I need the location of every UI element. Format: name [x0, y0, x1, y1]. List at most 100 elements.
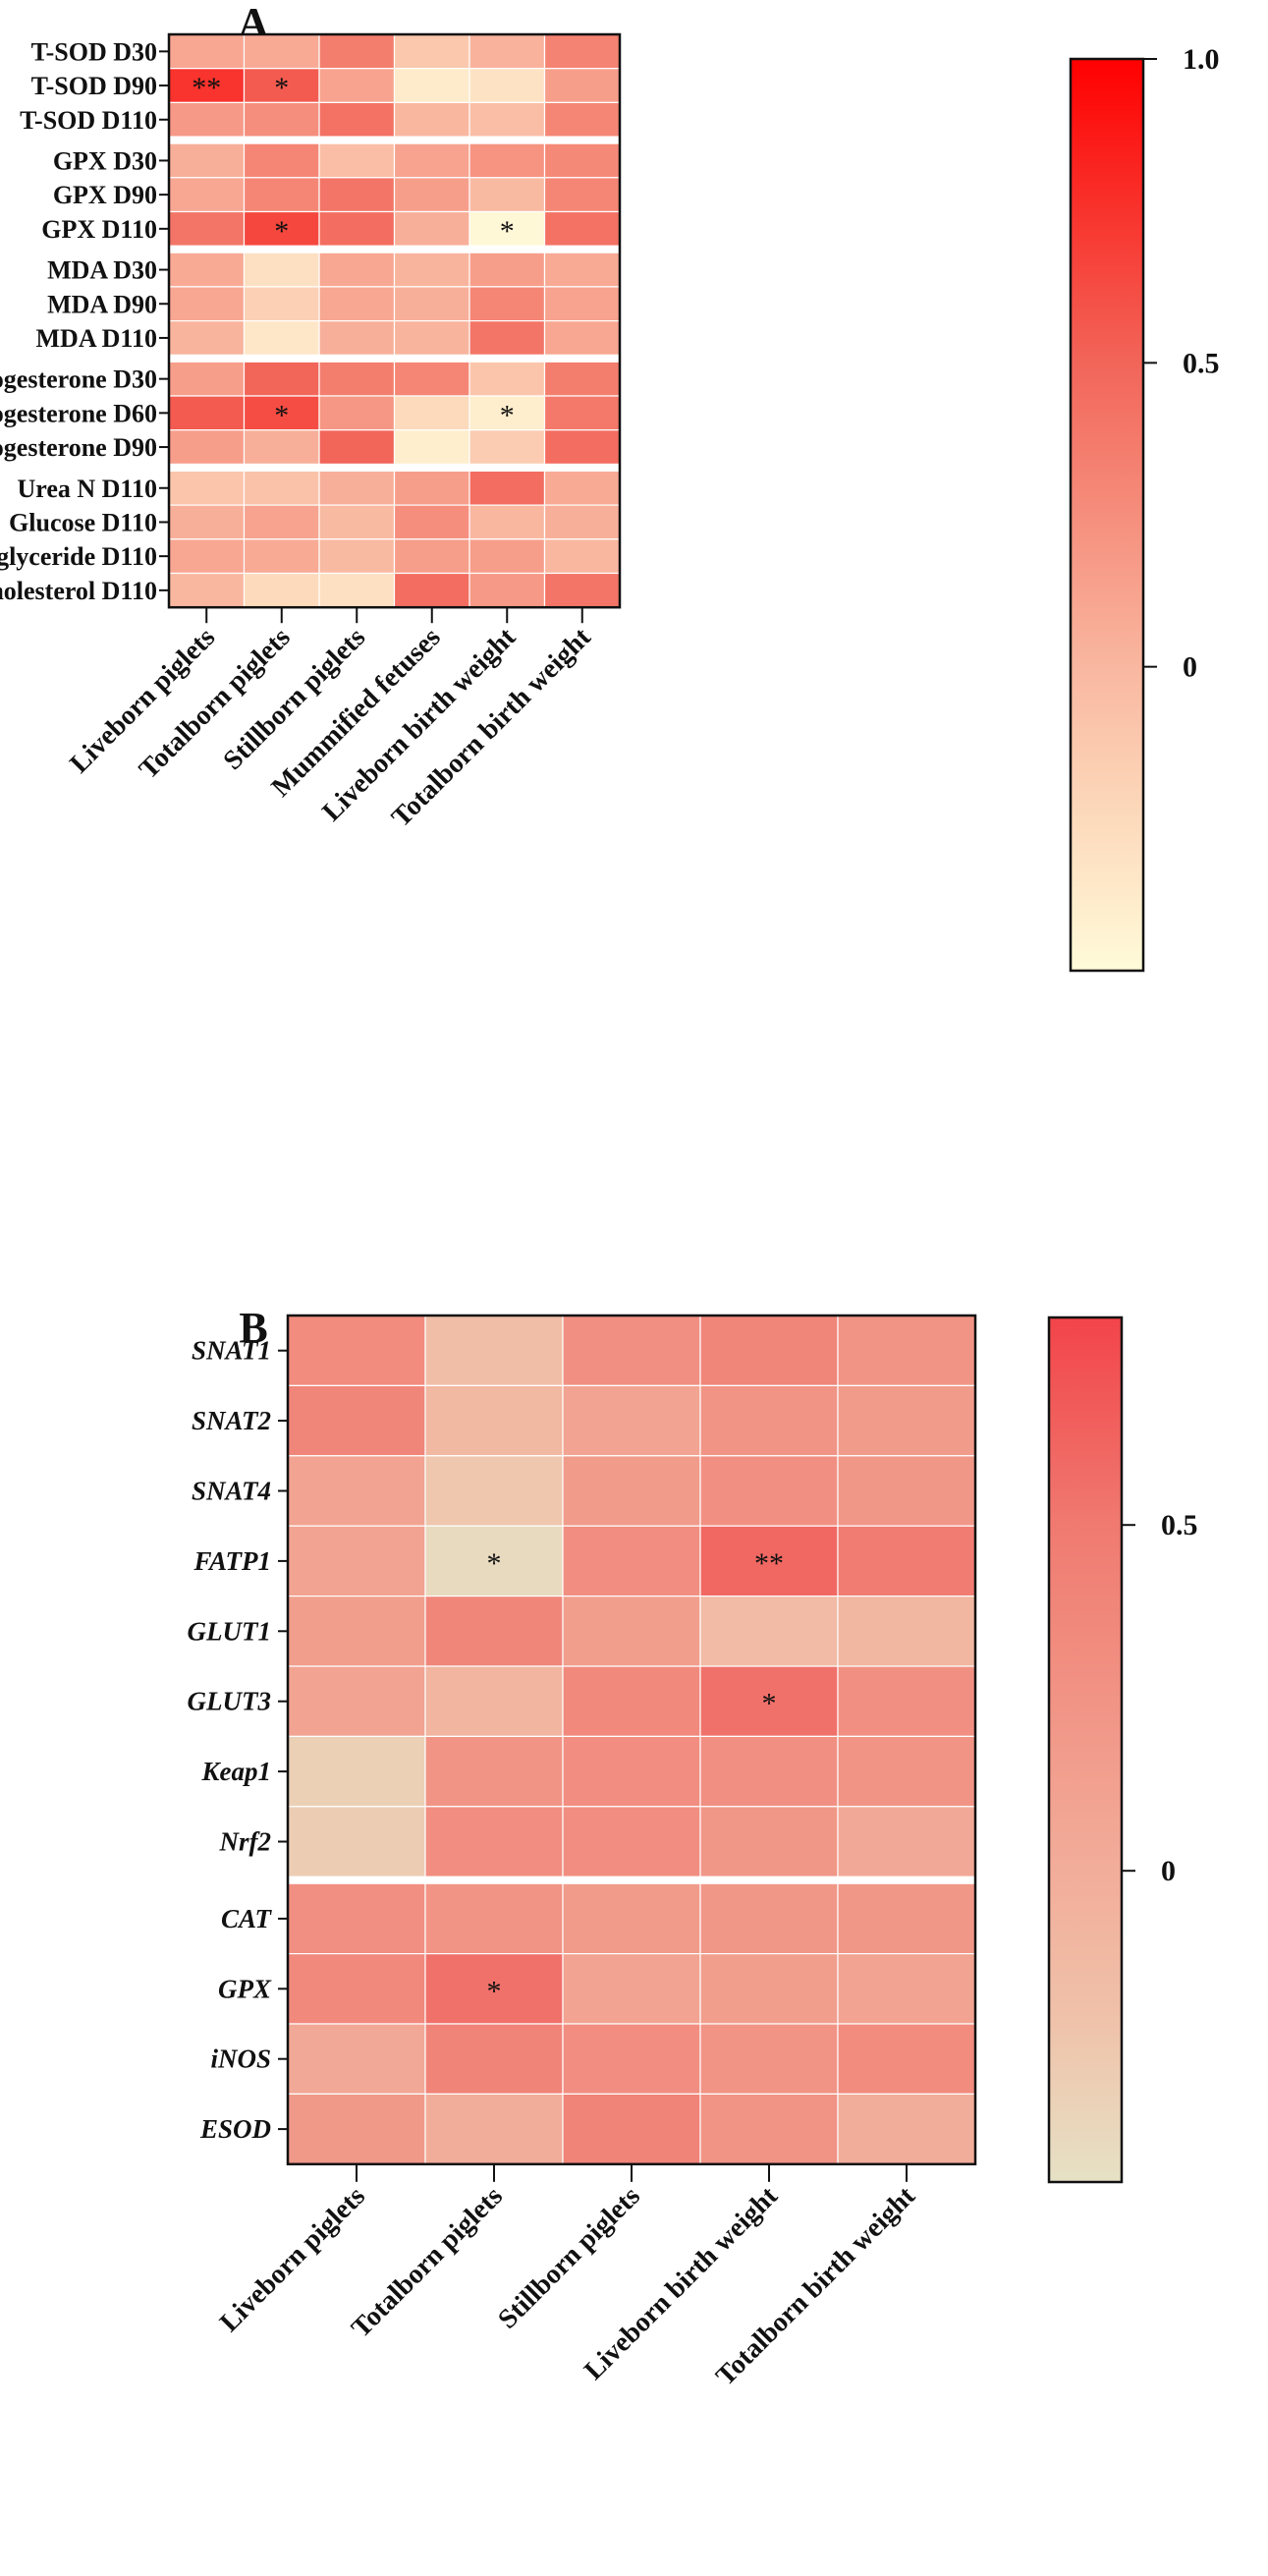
- heatmap-cell: SNAT2 / Totalborn birth weight: 0.18: [837, 1384, 976, 1457]
- column-label: Totalborn piglets: [346, 2181, 509, 2344]
- heatmap-cell: Triglyceride D110 / Liveborn birth weigh…: [469, 538, 546, 575]
- heatmap-cell: MDA D90 / Totalborn birth weight: 0.12: [543, 286, 621, 322]
- heatmap-cell: FATP1 / Liveborn piglets: 0.1: [287, 1525, 426, 1597]
- heatmap-cell: Progesterone D60 / Totalborn piglets: 0.…: [243, 395, 320, 431]
- heatmap-cell: iNOS / Totalborn piglets: 0.4: [424, 2023, 564, 2096]
- row-label: Urea N D110: [17, 475, 157, 503]
- row-label: MDA D90: [47, 290, 157, 318]
- significance-marker: *: [274, 399, 289, 431]
- heatmap-cell: CAT / Liveborn piglets: 0.28: [287, 1882, 426, 1955]
- heatmap-cell: MDA D110 / Totalborn piglets: -0.35: [243, 320, 320, 356]
- heatmap-cell: Progesterone D30 / Liveborn piglets: 0.1…: [168, 361, 246, 397]
- heatmap-cell: MDA D30 / Mummified fetuses: 0.02: [393, 252, 470, 288]
- heatmap-cell: GPX D30 / Totalborn piglets: 0.3: [243, 142, 320, 179]
- heatmap-cell: MDA D110 / Totalborn birth weight: 0.1: [543, 320, 621, 356]
- column-label: Liveborn piglets: [214, 2181, 371, 2338]
- row-label: GPX D90: [53, 181, 157, 209]
- heatmap-cell: Progesterone D90 / Stillborn piglets: 0.…: [318, 429, 396, 466]
- heatmap-cell: GPX D110 / Liveborn birth weight: -0.48: [469, 210, 546, 247]
- heatmap-cell: Progesterone D30 / Totalborn birth weigh…: [543, 361, 621, 397]
- significance-marker: **: [192, 72, 221, 104]
- heatmap-cell: MDA D30 / Liveborn piglets: 0.08: [168, 252, 246, 288]
- heatmap-cell: GPX / Liveborn birth weight: 0.15: [699, 1952, 839, 2025]
- heatmap-cell: SNAT4 / Liveborn piglets: 0.1: [287, 1455, 426, 1527]
- heatmap-cell: Progesterone D90 / Totalborn piglets: 0.…: [243, 429, 320, 466]
- heatmap-cell: MDA D30 / Stillborn piglets: 0.1: [318, 252, 396, 288]
- heatmap-cell: Progesterone D60 / Mummified fetuses: -0…: [393, 395, 470, 431]
- heatmap-cell: Nrf2 / Stillborn piglets: 0.3: [562, 1806, 701, 1877]
- heatmap-cell: SNAT4 / Stillborn piglets: 0.18: [562, 1455, 701, 1527]
- row-label: GLUT1: [188, 1616, 271, 1646]
- heatmap-cell: GPX D90 / Liveborn piglets: 0.1: [168, 177, 246, 213]
- heatmap-cell: Progesterone D30 / Liveborn birth weight…: [469, 361, 546, 397]
- row-label: T-SOD D90: [31, 72, 157, 100]
- heatmap-cell: Glucose D110 / Totalborn piglets: 0.12: [243, 504, 320, 540]
- heatmap-cell: T-SOD D110 / Mummified fetuses: 0: [393, 101, 470, 138]
- significance-marker: *: [274, 215, 289, 248]
- heatmap-cell: T-SOD D110 / Totalborn birth weight: 0.3: [543, 101, 621, 138]
- heatmap-cell: iNOS / Liveborn piglets: 0.05: [287, 2023, 426, 2096]
- heatmap-cell: SNAT4 / Liveborn birth weight: 0.28: [699, 1455, 839, 1527]
- row-label: T-SOD D30: [31, 37, 157, 66]
- heatmap-cell: Cholesterol D110 / Totalborn birth weigh…: [543, 572, 621, 608]
- heatmap-cell: Triglyceride D110 / Stillborn piglets: -…: [318, 538, 396, 575]
- heatmap-cell: MDA D110 / Liveborn birth weight: 0.4: [469, 320, 546, 356]
- heatmap-cell: ESOD / Totalborn piglets: 0: [424, 2093, 564, 2165]
- heatmap-cell: Progesterone D90 / Liveborn birth weight…: [469, 429, 546, 466]
- heatmap-cell: MDA D90 / Totalborn piglets: -0.18: [243, 286, 320, 322]
- heatmap-cell: GLUT1 / Totalborn piglets: 0.38: [424, 1595, 564, 1667]
- heatmap-cell: Keap1 / Totalborn piglets: 0.25: [424, 1735, 564, 1808]
- heatmap-cell: T-SOD D110 / Stillborn piglets: 0.42: [318, 101, 396, 138]
- heatmap-cell: GLUT3 / Stillborn piglets: 0.35: [562, 1665, 701, 1738]
- heatmap-panel-a: T-SOD D30 / Liveborn piglets: 0.1T-SOD D…: [0, 32, 1220, 973]
- heatmap-cell: SNAT1 / Liveborn piglets: 0.32: [287, 1315, 426, 1387]
- heatmap-cell: Cholesterol D110 / Liveborn piglets: 0: [168, 572, 246, 608]
- row-label: MDA D110: [36, 324, 158, 353]
- heatmap-cell: T-SOD D90 / Totalborn birth weight: 0.15: [543, 68, 621, 103]
- heatmap-cell: SNAT4 / Totalborn piglets: -0.25: [424, 1455, 564, 1527]
- heatmap-cell: Progesterone D60 / Liveborn birth weight…: [469, 395, 546, 431]
- heatmap-cell: Cholesterol D110 / Totalborn piglets: -0…: [243, 572, 320, 608]
- heatmap-cell: Triglyceride D110 / Liveborn piglets: 0.…: [168, 538, 246, 575]
- heatmap-cell: MDA D110 / Stillborn piglets: 0.05: [318, 320, 396, 356]
- heatmap-cell: GLUT1 / Liveborn piglets: 0.15: [287, 1595, 426, 1667]
- heatmap-cell: MDA D110 / Mummified fetuses: 0.02: [393, 320, 470, 356]
- heatmap-cell: Triglyceride D110 / Totalborn birth weig…: [543, 538, 621, 575]
- significance-marker: *: [500, 399, 515, 431]
- heatmap-cell: Progesterone D60 / Liveborn piglets: 0.5…: [168, 395, 246, 431]
- heatmap-cell: Keap1 / Liveborn birth weight: 0.28: [699, 1735, 839, 1808]
- heatmap-cell: MDA D90 / Liveborn piglets: 0.1: [168, 286, 246, 322]
- heatmap-cell: GPX D30 / Liveborn piglets: 0.05: [168, 142, 246, 179]
- row-label: Glucose D110: [9, 508, 157, 536]
- heatmap-cell: SNAT4 / Totalborn birth weight: 0.22: [837, 1455, 976, 1527]
- colorbar-tick-label: 1.0: [1183, 43, 1220, 76]
- heatmap-cell: MDA D90 / Liveborn birth weight: 0.3: [469, 286, 546, 322]
- heatmap-cell: GPX / Stillborn piglets: 0.1: [562, 1952, 701, 2025]
- heatmap-cell: ESOD / Liveborn piglets: 0.2: [287, 2093, 426, 2165]
- heatmap-cell: FATP1 / Totalborn piglets: -0.4: [424, 1525, 564, 1597]
- heatmap-cell: SNAT2 / Liveborn birth weight: 0.25: [699, 1384, 839, 1457]
- heatmap-cell: Keap1 / Totalborn birth weight: 0.25: [837, 1735, 976, 1808]
- heatmap-cell: FATP1 / Stillborn piglets: 0.3: [562, 1525, 701, 1597]
- row-label: SNAT1: [192, 1336, 271, 1366]
- heatmap-cell: Progesterone D90 / Liveborn piglets: 0.1…: [168, 429, 246, 466]
- heatmap-cell: GPX D90 / Liveborn birth weight: -0.02: [469, 177, 546, 213]
- heatmap-cell: GLUT1 / Liveborn birth weight: -0.15: [699, 1595, 839, 1667]
- heatmap-cell: iNOS / Stillborn piglets: 0.3: [562, 2023, 701, 2096]
- heatmap-cell: CAT / Liveborn birth weight: 0.22: [699, 1882, 839, 1955]
- heatmap-cell: GPX D30 / Liveborn birth weight: 0.22: [469, 142, 546, 179]
- heatmap-cell: Progesterone D60 / Stillborn piglets: 0.…: [318, 395, 396, 431]
- heatmap-cell: Glucose D110 / Mummified fetuses: 0.25: [393, 504, 470, 540]
- heatmap-cell: GPX D30 / Totalborn birth weight: 0.28: [543, 142, 621, 179]
- heatmap-cell: Urea N D110 / Totalborn birth weight: 0.…: [543, 470, 621, 506]
- heatmap-cell: GPX D110 / Totalborn birth weight: 0.42: [543, 210, 621, 247]
- heatmap-cell: T-SOD D30 / Stillborn piglets: 0.35: [318, 33, 396, 70]
- heatmap-cell: SNAT1 / Totalborn birth weight: 0.25: [837, 1315, 976, 1387]
- colorbar: [1047, 1316, 1124, 2184]
- heatmap-cell: GPX D110 / Liveborn piglets: 0.4: [168, 210, 246, 247]
- heatmap-cell: SNAT1 / Totalborn piglets: -0.18: [424, 1315, 564, 1387]
- heatmap-cell: Nrf2 / Liveborn piglets: -0.3: [287, 1806, 426, 1877]
- row-label: Progesterone D60: [0, 399, 157, 427]
- heatmap-cell: Glucose D110 / Liveborn birth weight: 0: [469, 504, 546, 540]
- heatmap-cell: MDA D110 / Liveborn piglets: 0.02: [168, 320, 246, 356]
